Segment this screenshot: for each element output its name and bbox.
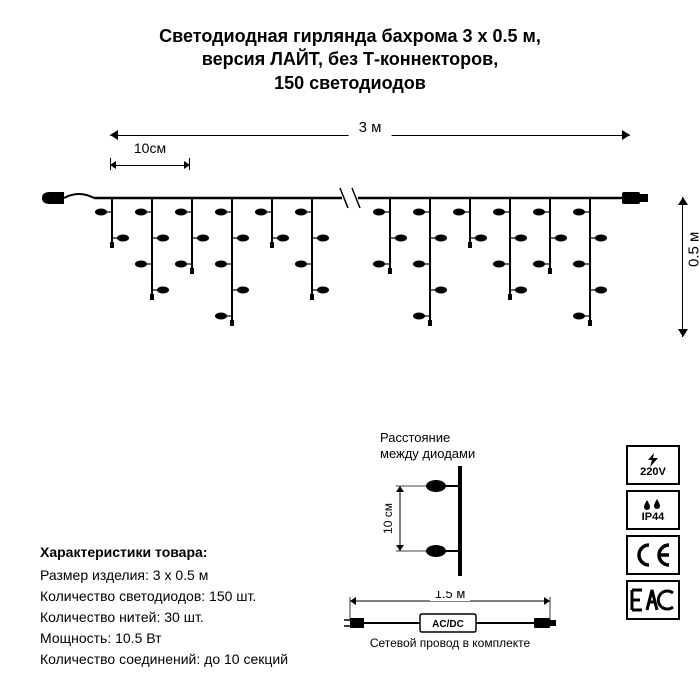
bottom-area: Характеристики товара: Размер изделия: 3… [40,430,680,680]
voltage-badge: 220V [626,445,680,485]
strand-spacing-dimension: 10см [110,160,190,180]
main-diagram: 3 м 10см 0.5 м [40,125,660,385]
strand-spacing-line [110,165,190,166]
title-line-2: версия ЛАЙТ, без Т-коннекторов, [40,48,660,71]
height-dim-label: 0.5 м [686,232,700,267]
eac-mark-icon [629,585,677,615]
product-title: Светодиодная гирлянда бахрома 3 х 0.5 м,… [0,0,700,105]
spec-row: Количество светодиодов: 150 шт. [40,586,288,607]
title-line-3: 150 светодиодов [40,72,660,95]
spacing-tick-left [110,158,111,170]
specifications: Характеристики товара: Размер изделия: 3… [40,542,288,670]
height-dim-line [682,197,683,337]
lightning-icon [644,453,662,467]
certification-badges: 220V IP44 [626,445,680,625]
svg-text:10 см: 10 см [381,503,395,534]
spacing-tick-right [189,158,190,170]
ce-badge [626,535,680,575]
specs-heading: Характеристики товара: [40,542,288,563]
water-drops-icon [641,498,665,512]
cable-svg: 1.5 м AC/DC Сетевой провод в комплекте [340,591,590,661]
svg-text:AC/DC: AC/DC [432,619,464,630]
height-dimension: 0.5 м [672,197,692,337]
svg-text:Сетевой провод в комплекте: Сетевой провод в комплекте [370,636,531,650]
detail-diagram: Расстояние между диодами 10 см 1.5 м AC/D… [340,430,590,670]
width-dimension: 3 м [110,125,630,145]
eac-badge [626,580,680,620]
garland-svg [40,180,660,360]
led-spacing-title: Расстояние между диодами [380,430,590,461]
spec-row: Мощность: 10.5 Вт [40,628,288,649]
spec-row: Размер изделия: 3 х 0.5 м [40,565,288,586]
title-line-1: Светодиодная гирлянда бахрома 3 х 0.5 м, [40,25,660,48]
detail-svg: 10 см [340,466,540,586]
spec-row: Количество нитей: 30 шт. [40,607,288,628]
ip-badge: IP44 [626,490,680,530]
svg-text:1.5 м: 1.5 м [435,591,466,601]
strand-spacing-label: 10см [134,140,166,156]
spec-row: Количество соединений: до 10 секций [40,649,288,670]
ce-mark-icon [631,541,675,569]
width-dim-label: 3 м [349,119,392,136]
